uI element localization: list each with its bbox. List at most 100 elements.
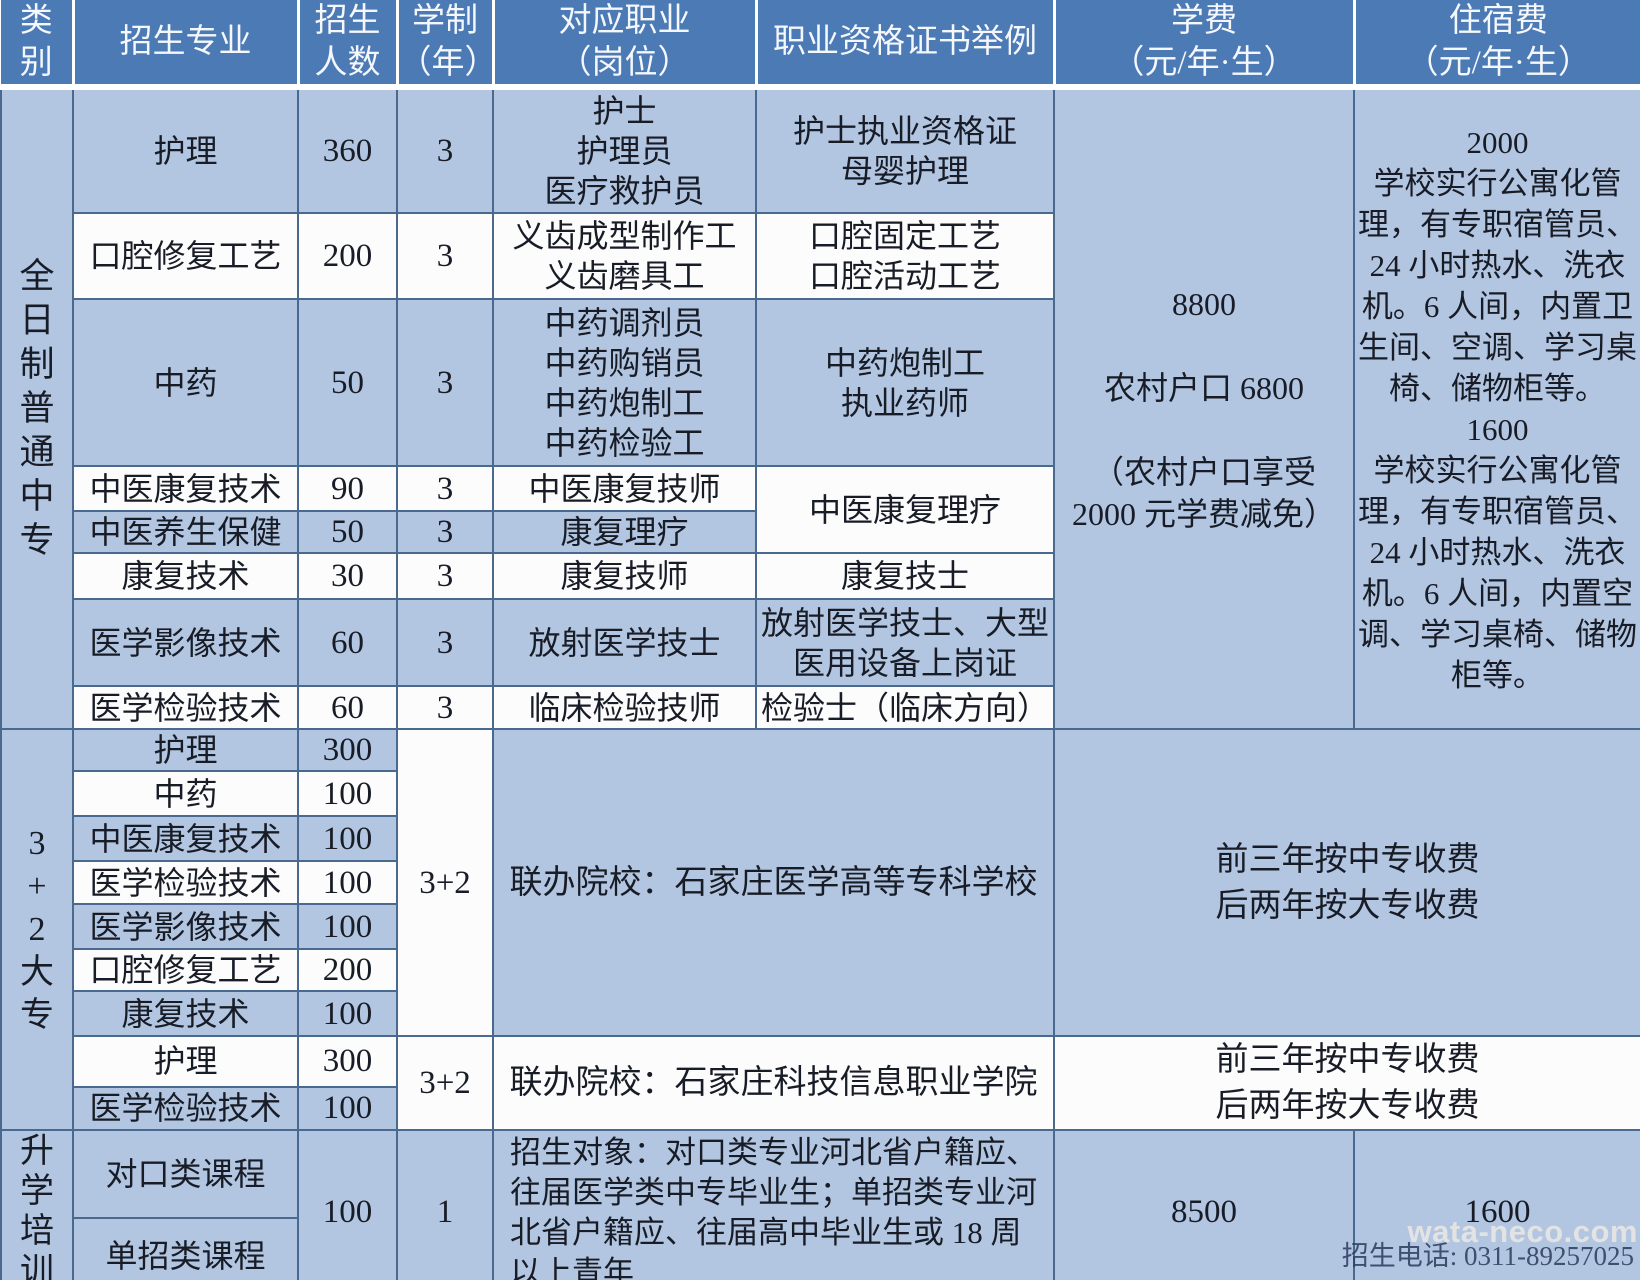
table-row: 升 学 培 训 对口类课程 100 1 招生对象：对口类专业河北省户籍应、 往届… — [0, 1128, 1640, 1280]
category-cell: 全 日 制 普 通 中 专 — [0, 86, 74, 730]
certs-cell: 中药炮制工 执业药师 — [755, 298, 1055, 467]
count-cell: 300 — [297, 1035, 398, 1088]
major-cell: 护理 — [72, 86, 299, 214]
count-cell: 100 — [297, 990, 398, 1037]
count-cell: 100 — [297, 903, 398, 950]
table-row: 中医康复技术 90 3 中医康复技师 中医康复理疗 — [1, 465, 1640, 554]
header-jobs: 对应职业 （岗位） — [491, 0, 758, 90]
count-cell: 100 — [297, 1085, 398, 1132]
table-row: 中药 100 — [1, 770, 1640, 817]
major-cell: 医学影像技术 — [72, 598, 299, 687]
count-cell: 100 — [297, 770, 398, 817]
table-row: 中医养生保健 50 3 康复理疗 — [1, 510, 1640, 554]
major-cell: 医学检验技术 — [72, 860, 299, 905]
category-cell: 3 + 2 大 专 — [0, 728, 74, 1131]
jobs-cell: 义齿成型制作工 义齿磨具工 — [492, 212, 757, 300]
category-cell: 升 学 培 训 — [0, 1129, 74, 1280]
count-cell: 60 — [297, 685, 398, 730]
years-cell: 3 — [396, 212, 494, 300]
count-cell: 100 — [297, 860, 398, 905]
major-cell: 中医养生保健 — [72, 510, 299, 554]
table-row: 中医康复技术 100 — [1, 815, 1640, 862]
partner-cell: 联办院校：石家庄科技信息职业学院 — [492, 1035, 1055, 1131]
count-cell: 100 — [297, 815, 398, 862]
count-cell: 300 — [297, 728, 398, 772]
major-cell: 医学影像技术 — [72, 903, 299, 950]
partner-cell: 联办院校：石家庄医学高等专科学校 — [492, 728, 1055, 1037]
years-cell: 3 — [396, 86, 494, 214]
major-cell: 口腔修复工艺 — [72, 948, 299, 992]
table-row: 医学检验技术 100 — [1, 1085, 1640, 1132]
table-row: 护理 300 3+2 联办院校：石家庄科技信息职业学院 前三年按中专收费 后两年… — [1, 1035, 1640, 1131]
audience-cell: 招生对象：对口类专业河北省户籍应、 往届医学类中专毕业生；单招类专业河 北省户籍… — [492, 1129, 1055, 1280]
major-cell: 中药 — [72, 770, 299, 817]
years-cell: 3 — [396, 465, 494, 512]
jobs-cell: 临床检验技师 — [492, 685, 757, 730]
count-cell: 360 — [297, 86, 398, 214]
fees-cell: 前三年按中专收费 后两年按大专收费 — [1053, 1035, 1640, 1131]
table-row: 全 日 制 普 通 中 专 护理 360 3 护士 护理员 医疗救护员 护士执业… — [0, 86, 1640, 730]
certs-cell: 口腔固定工艺 口腔活动工艺 — [755, 212, 1055, 300]
major-cell: 口腔修复工艺 — [72, 212, 299, 300]
table-row: 医学影像技术 60 3 放射医学技士 放射医学技士、大型 医用设备上岗证 — [1, 598, 1640, 687]
major-cell: 康复技术 — [72, 552, 299, 600]
table-row: 医学检验技术 60 3 临床检验技师 检验士（临床方向） — [1, 685, 1640, 730]
count-cell: 50 — [297, 510, 398, 554]
major-cell: 中医康复技术 — [72, 465, 299, 512]
major-cell: 护理 — [72, 1035, 299, 1088]
header-category: 类 别 — [1, 0, 75, 90]
jobs-cell: 康复技师 — [492, 552, 757, 600]
header-tuition: 学费 （元/年·生） — [1052, 0, 1356, 90]
jobs-cell: 中药调剂员 中药购销员 中药炮制工 中药检验工 — [492, 298, 757, 467]
years-cell: 3 — [396, 598, 494, 687]
major-cell: 医学检验技术 — [72, 1085, 299, 1132]
tuition-cell: 8800 农村户口 6800 （农村户口享受 2000 元学费减免） — [1053, 86, 1355, 730]
years-cell: 3+2 — [396, 728, 494, 1037]
table-row: 康复技术 100 — [1, 990, 1640, 1037]
count-cell: 100 — [297, 1129, 398, 1280]
jobs-cell: 中医康复技师 — [492, 465, 757, 512]
major-cell: 医学检验技术 — [72, 685, 299, 730]
fees-cell: 前三年按中专收费 后两年按大专收费 — [1053, 728, 1640, 1037]
table-row: 医学检验技术 100 — [1, 860, 1640, 905]
table-row: 康复技术 30 3 康复技师 康复技士 — [1, 552, 1640, 600]
header-count: 招生 人数 — [296, 0, 399, 90]
header-row: 类 别 招生专业 招生 人数 学制 （年） 对应职业 （岗位） 职业资格证书举例… — [1, 0, 1640, 90]
count-cell: 30 — [297, 552, 398, 600]
major-cell: 康复技术 — [72, 990, 299, 1037]
header-years: 学制 （年） — [395, 0, 498, 90]
major-cell: 对口类课程 — [72, 1128, 299, 1220]
certs-cell: 中医康复理疗 — [755, 465, 1055, 554]
table-row: 医学影像技术 100 — [1, 903, 1640, 950]
accommodation-cell: 2000 学校实行公寓化管 理，有专职宿管员、 24 小时热水、洗衣 机。6 人… — [1353, 86, 1640, 730]
count-cell: 60 — [297, 598, 398, 687]
header-accommodation: 住宿费 （元/年·生） — [1352, 0, 1640, 90]
header-certs: 职业资格证书举例 — [754, 0, 1056, 90]
major-cell: 单招类课程 — [72, 1217, 299, 1280]
count-cell: 200 — [297, 948, 398, 992]
count-cell: 90 — [297, 465, 398, 512]
tuition-cell: 8500 — [1053, 1129, 1355, 1280]
table-row: 单招类课程 — [1, 1217, 1640, 1280]
table-row: 口腔修复工艺 200 — [1, 948, 1640, 992]
years-cell: 3 — [396, 685, 494, 730]
certs-cell: 康复技士 — [755, 552, 1055, 600]
years-cell: 3 — [396, 552, 494, 600]
table-row: 中药 50 3 中药调剂员 中药购销员 中药炮制工 中药检验工 中药炮制工 执业… — [1, 298, 1640, 467]
years-cell: 1 — [396, 1129, 494, 1280]
jobs-cell: 康复理疗 — [492, 510, 757, 554]
major-cell: 护理 — [72, 728, 299, 772]
accommodation-cell: 1600 — [1353, 1129, 1640, 1280]
certs-cell: 放射医学技士、大型 医用设备上岗证 — [755, 598, 1055, 687]
certs-cell: 护士执业资格证 母婴护理 — [755, 86, 1055, 214]
table-row: 口腔修复工艺 200 3 义齿成型制作工 义齿磨具工 口腔固定工艺 口腔活动工艺 — [1, 212, 1640, 300]
years-cell: 3+2 — [396, 1035, 494, 1131]
count-cell: 50 — [297, 298, 398, 467]
major-cell: 中医康复技术 — [72, 815, 299, 862]
jobs-cell: 护士 护理员 医疗救护员 — [492, 86, 757, 214]
years-cell: 3 — [396, 298, 494, 467]
header-major: 招生专业 — [71, 0, 300, 90]
count-cell: 200 — [297, 212, 398, 300]
